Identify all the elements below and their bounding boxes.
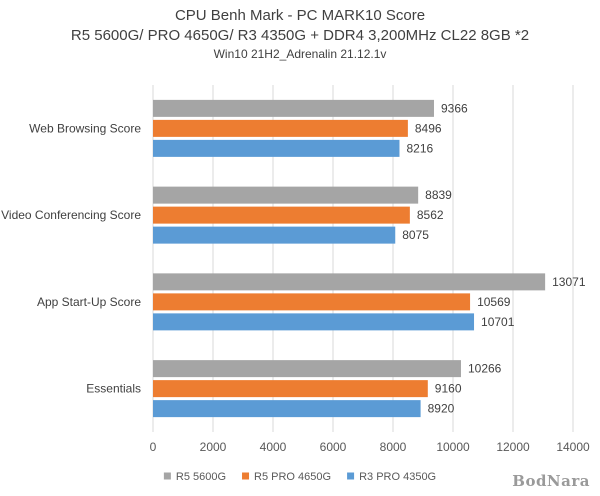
category-label: Web Browsing Score (29, 121, 141, 135)
watermark-logo: BodNara (512, 472, 590, 490)
bar-value-label: 9160 (435, 382, 462, 396)
category-label: Essentials (86, 382, 141, 396)
bar (153, 380, 428, 398)
bar (153, 273, 546, 291)
bar-value-label: 8920 (428, 402, 455, 416)
legend-swatch (242, 472, 250, 480)
category-label: App Start-Up Score (37, 295, 141, 309)
bar-value-label: 10569 (477, 295, 511, 309)
x-tick-label: 6000 (320, 440, 347, 454)
category-label: Video Conferencing Score (1, 208, 141, 222)
category-labels: Web Browsing Score Video Conferencing Sco… (1, 121, 141, 395)
legend-swatch (163, 472, 171, 480)
legend: R5 5600G R5 PRO 4650G R3 PRO 4350G (163, 471, 436, 483)
bar-value-label: 8562 (417, 208, 444, 222)
bar-value-label: 8839 (425, 188, 452, 202)
bar (153, 99, 434, 117)
chart-title: CPU Benh Mark - PC MARK10 Score (174, 7, 426, 24)
gridlines (152, 85, 574, 432)
bar (153, 360, 461, 378)
bar (153, 139, 400, 157)
legend-label: R5 5600G (176, 471, 226, 483)
bar (153, 293, 471, 311)
bar (153, 400, 421, 418)
x-tick-label: 4000 (260, 440, 287, 454)
x-tick-labels: 0 2000 4000 6000 8000 10000 12000 14000 (150, 440, 590, 454)
chart-titles: CPU Benh Mark - PC MARK10 Score R5 5600G… (0, 6, 600, 63)
bar-value-label: 9366 (441, 101, 468, 115)
bar-value-label: 10701 (481, 315, 515, 329)
legend-swatch (347, 472, 355, 480)
bar-value-label: 13071 (552, 275, 586, 289)
legend-label: R3 PRO 4350G (359, 471, 436, 483)
bar (153, 313, 475, 331)
chart-subtitle: R5 5600G/ PRO 4650G/ R3 4350G + DDR4 3,2… (70, 27, 530, 44)
x-tick-label: 14000 (556, 440, 590, 454)
bar (153, 186, 419, 204)
data-labels: 9366 8496 8216 8839 8562 8075 13071 10569 10701 1… (402, 101, 586, 415)
bar-value-label: 8216 (406, 141, 433, 155)
x-tick-label: 10000 (436, 440, 470, 454)
bar-value-label: 8075 (402, 228, 429, 242)
bar (153, 226, 396, 244)
x-tick-label: 8000 (380, 440, 407, 454)
legend-label: R5 PRO 4650G (254, 471, 331, 483)
x-tick-label: 0 (150, 440, 157, 454)
bar (153, 206, 410, 224)
x-tick-label: 12000 (496, 440, 530, 454)
x-tick-label: 2000 (200, 440, 227, 454)
bar-value-label: 10266 (468, 362, 502, 376)
chart-subtitle-2: Win10 21H2_Adrenalin 21.12.1v (213, 47, 387, 61)
bar (153, 119, 408, 137)
bar-series (153, 99, 546, 418)
bar-value-label: 8496 (415, 121, 442, 135)
